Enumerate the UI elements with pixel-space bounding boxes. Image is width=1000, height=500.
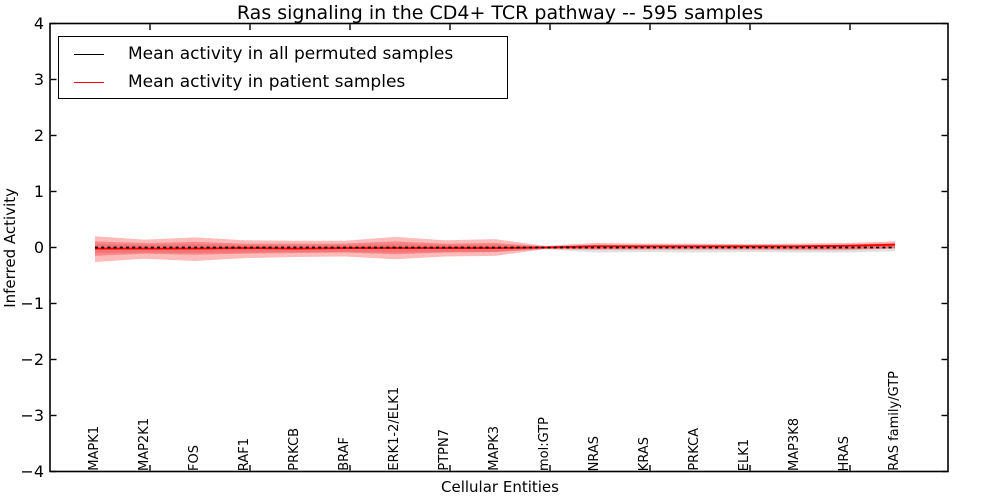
x-tick-label: MAP2K1 <box>137 417 152 471</box>
legend-label-patient: Mean activity in patient samples <box>128 72 406 92</box>
y-tick-label: −2 <box>20 349 44 369</box>
chart-title: Ras signaling in the CD4+ TCR pathway --… <box>236 2 764 24</box>
x-tick-label: RAS family/GTP <box>887 371 902 471</box>
axes-frame <box>49 22 949 473</box>
y-tick-label: 3 <box>33 69 44 89</box>
y-tick-label: −4 <box>20 461 44 481</box>
y-tick-label: −3 <box>20 405 44 425</box>
legend-item-patient: Mean activity in patient samples <box>59 68 507 96</box>
legend-label-permuted: Mean activity in all permuted samples <box>128 44 454 64</box>
y-tick-label: 2 <box>33 125 44 145</box>
x-tick-label: BRAF <box>337 437 352 471</box>
patient-mean-line <box>95 243 896 250</box>
x-tick-label: MAP3K8 <box>787 417 802 471</box>
permuted-line-swatch <box>74 53 104 55</box>
patient-samples-std-band-outer <box>95 236 895 263</box>
x-tick-label: HRAS <box>837 435 852 471</box>
x-tick-label: mol:GTP <box>537 417 552 471</box>
legend-item-permuted: Mean activity in all permuted samples <box>59 40 507 68</box>
x-tick-label: PTPN7 <box>437 429 452 471</box>
x-tick-label: ERK1-2/ELK1 <box>387 387 402 471</box>
x-tick-label: MAPK3 <box>487 426 502 471</box>
y-tick-label: 4 <box>33 13 44 33</box>
x-axis-label: Cellular Entities <box>441 478 559 496</box>
y-tick-label: 0 <box>33 237 44 257</box>
x-tick-label: ELK1 <box>737 438 752 471</box>
y-tick-label: −1 <box>20 293 44 313</box>
x-tick-label: PRKCB <box>287 428 302 471</box>
x-tick-label: NRAS <box>587 435 602 471</box>
y-tick-label: 1 <box>33 181 44 201</box>
x-tick-label: PRKCA <box>687 428 702 471</box>
patient-line-swatch <box>74 81 104 83</box>
x-tick-label: MAPK1 <box>87 426 102 471</box>
x-tick-label: FOS <box>187 445 202 471</box>
x-tick-label: RAF1 <box>237 437 252 471</box>
x-tick-label: KRAS <box>637 436 652 471</box>
legend: Mean activity in all permuted samples Me… <box>58 36 508 99</box>
